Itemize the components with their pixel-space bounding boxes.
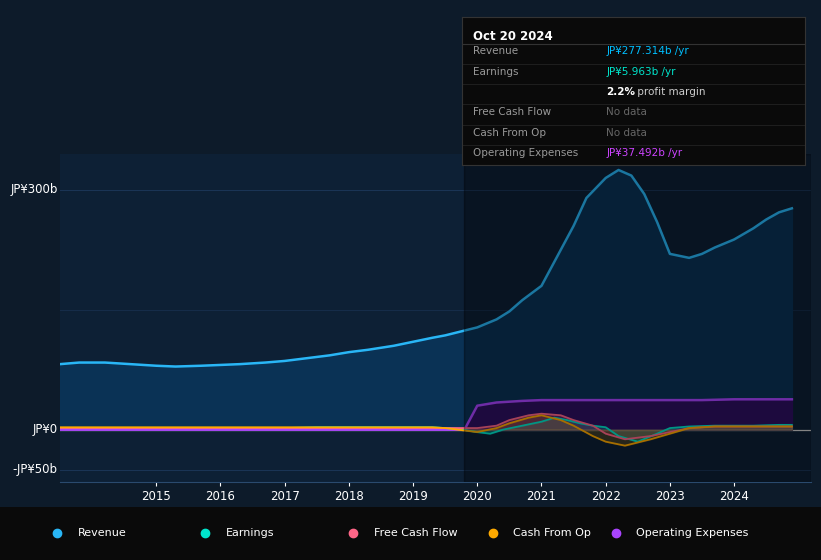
Text: Earnings: Earnings — [226, 529, 274, 538]
Text: Revenue: Revenue — [473, 46, 518, 57]
Text: Operating Expenses: Operating Expenses — [636, 529, 749, 538]
Text: Free Cash Flow: Free Cash Flow — [374, 529, 457, 538]
Text: Revenue: Revenue — [78, 529, 126, 538]
Text: Cash From Op: Cash From Op — [513, 529, 591, 538]
Text: Earnings: Earnings — [473, 67, 518, 77]
Text: Cash From Op: Cash From Op — [473, 128, 545, 138]
Text: No data: No data — [607, 108, 647, 118]
Text: Operating Expenses: Operating Expenses — [473, 148, 578, 158]
Text: JP¥5.963b /yr: JP¥5.963b /yr — [607, 67, 676, 77]
Text: JP¥277.314b /yr: JP¥277.314b /yr — [607, 46, 689, 57]
Text: JP¥0: JP¥0 — [33, 423, 57, 436]
Text: No data: No data — [607, 128, 647, 138]
Text: Oct 20 2024: Oct 20 2024 — [473, 30, 553, 43]
Text: Free Cash Flow: Free Cash Flow — [473, 108, 551, 118]
Text: -JP¥50b: -JP¥50b — [12, 463, 57, 476]
Bar — [465, 154, 811, 482]
Text: profit margin: profit margin — [634, 87, 705, 97]
Text: 2.2%: 2.2% — [607, 87, 635, 97]
Text: JP¥300b: JP¥300b — [11, 184, 57, 197]
Text: JP¥37.492b /yr: JP¥37.492b /yr — [607, 148, 682, 158]
